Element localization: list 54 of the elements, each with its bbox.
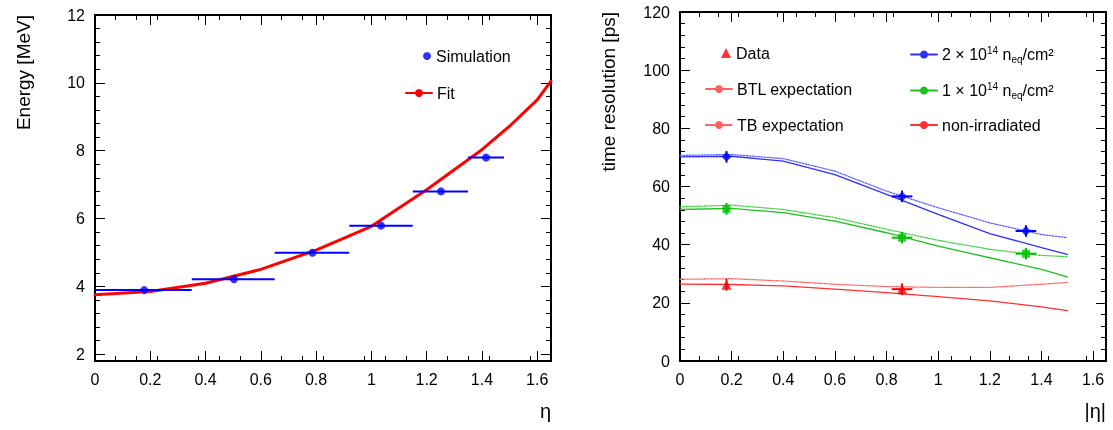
- x-tick-label: 0: [675, 370, 685, 388]
- legend-label: Data: [736, 44, 770, 62]
- x-tick-label: 0: [90, 370, 100, 388]
- point: [897, 191, 908, 202]
- x-tick-label: 0.4: [772, 370, 795, 388]
- point: [482, 153, 491, 162]
- line-series: [679, 153, 1068, 239]
- y-tick-label: 40: [652, 236, 671, 254]
- y-tick-label: 20: [652, 294, 671, 312]
- x-tick-label: 0.2: [139, 370, 162, 388]
- line-series: [93, 79, 553, 297]
- line-series: [679, 204, 1068, 258]
- x-tick-label: 0.8: [304, 370, 328, 388]
- x-tick-label: 1.4: [470, 370, 494, 388]
- line-series: [679, 278, 1068, 289]
- legend-label: BTL expectation: [737, 80, 853, 98]
- x-axis-title: |η|: [1084, 400, 1106, 422]
- x-axis-title: η: [539, 400, 551, 422]
- y-tick-label: 100: [643, 61, 671, 79]
- x-tick-label: 1.2: [415, 370, 438, 388]
- x-tick-label: 0.6: [249, 370, 273, 388]
- legend-label: non-irradiated: [942, 116, 1041, 134]
- y-axis-title: time resolution [ps]: [598, 12, 619, 172]
- y-axis-title: Energy [MeV]: [13, 15, 34, 131]
- x-tick-label: 0.4: [194, 370, 217, 388]
- legend-label: TB expectation: [737, 116, 844, 134]
- x-tick-label: 0.8: [875, 370, 898, 388]
- x-tick-label: 1.2: [978, 370, 1002, 388]
- y-tick-label: 2: [76, 345, 86, 363]
- legend-label: Simulation: [436, 47, 511, 65]
- y-tick-label: 0: [661, 352, 671, 370]
- point: [140, 286, 149, 295]
- x-tick-label: 1.6: [526, 370, 549, 388]
- line-series: [679, 283, 1068, 312]
- legend-label: Fit: [437, 84, 456, 102]
- point: [308, 248, 317, 257]
- x-tick-label: 1: [933, 370, 943, 388]
- x-tick-label: 1.4: [1030, 370, 1053, 388]
- point: [721, 151, 732, 162]
- x-tick-label: 1: [366, 370, 376, 388]
- point: [377, 221, 386, 230]
- x-tick-label: 0.6: [823, 370, 847, 388]
- y-tick-label: 6: [76, 210, 86, 228]
- y-tick-label: 8: [76, 142, 86, 160]
- y-tick-label: 12: [67, 6, 86, 24]
- y-tick-label: 80: [652, 119, 671, 137]
- point: [230, 275, 239, 284]
- x-tick-label: 0.2: [720, 370, 743, 388]
- y-tick-label: 120: [643, 3, 671, 21]
- y-tick-label: 10: [67, 74, 86, 92]
- point: [437, 187, 446, 196]
- x-tick-label: 1.6: [1081, 370, 1105, 388]
- y-tick-label: 60: [652, 178, 671, 195]
- y-tick-label: 4: [76, 277, 86, 295]
